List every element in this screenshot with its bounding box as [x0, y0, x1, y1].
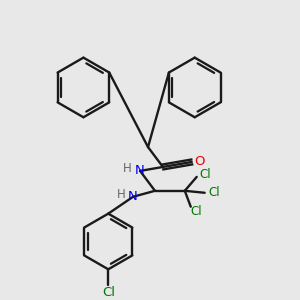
Text: O: O — [194, 155, 205, 169]
Text: H: H — [123, 162, 132, 176]
Text: Cl: Cl — [190, 205, 202, 218]
Text: N: N — [128, 190, 138, 203]
Text: Cl: Cl — [102, 286, 115, 299]
Text: H: H — [116, 188, 125, 201]
Text: Cl: Cl — [209, 186, 220, 199]
Text: N: N — [135, 164, 145, 177]
Text: Cl: Cl — [200, 168, 212, 182]
